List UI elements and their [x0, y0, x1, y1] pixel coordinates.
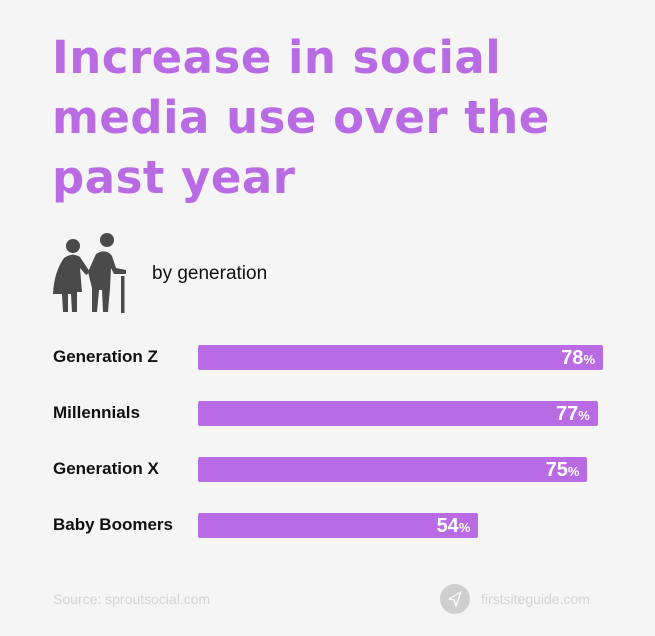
elderly-couple-icon — [53, 233, 126, 313]
source-text: Source: sproutsocial.com — [53, 591, 211, 607]
data-value: 75 — [545, 459, 568, 481]
chart-title: Increase in social media use over the pa… — [52, 31, 550, 204]
navigation-arrow-icon — [440, 584, 470, 614]
data-value: 78 — [561, 347, 584, 369]
data-label: 54% — [437, 514, 471, 540]
data-label: 78% — [561, 346, 595, 372]
data-label: 75% — [546, 458, 580, 484]
data-value: 54 — [436, 515, 459, 537]
data-value: 77 — [555, 403, 579, 425]
data-unit: % — [458, 520, 471, 535]
bar: 78% — [198, 345, 603, 370]
category-label: Generation Z — [53, 347, 158, 366]
category-label: Baby Boomers — [53, 515, 173, 534]
brand-link[interactable]: firstsiteguide.com — [481, 591, 590, 607]
bar: 54% — [198, 513, 479, 540]
category-label: Generation X — [53, 459, 159, 478]
data-unit: % — [578, 408, 590, 423]
bar: 77% — [198, 401, 598, 426]
category-label: Millennials — [53, 403, 140, 422]
bar: 75% — [198, 457, 588, 484]
data-label: 77% — [556, 402, 590, 428]
data-unit: % — [583, 352, 595, 367]
chart-subtitle: by generation — [152, 263, 268, 284]
data-unit: % — [567, 464, 580, 479]
